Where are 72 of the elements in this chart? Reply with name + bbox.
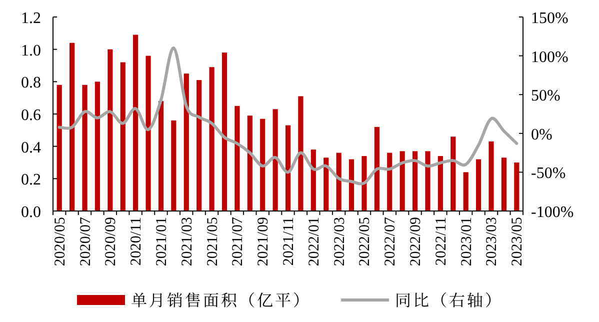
bar [260,118,266,211]
bar [285,125,291,211]
x-tick-label: 2022/09 [408,217,424,266]
x-tick-label: 2020/07 [78,216,94,266]
bar [348,159,354,211]
x-tick-label: 2022/11 [433,217,450,266]
x-tick-label: 2022/01 [306,217,322,266]
legend-label: 同比（右轴） [395,288,504,311]
x-tick-label: 2023/05 [510,217,526,266]
bar [501,158,506,211]
bar [438,156,443,211]
bar [94,82,100,211]
bar [108,49,113,211]
bar [247,116,252,211]
bar [412,151,418,211]
bar [56,84,62,211]
bar [514,162,520,211]
bar [488,141,494,211]
y-tick-label: 1.2 [21,10,41,27]
bar [184,74,189,211]
line-series [58,46,518,185]
bar [336,152,342,211]
bar [400,151,405,211]
bar [158,101,164,211]
x-tick-label: 2022/05 [357,217,374,266]
bar [133,34,138,211]
y-tick-label: 0.0 [21,204,41,221]
y2-tick-label: -100% [531,204,574,221]
bar [146,56,151,211]
bar [298,96,304,211]
bar [374,126,380,211]
x-tick-label: 2023/01 [458,217,475,266]
bar [362,156,367,211]
x-tick-label: 2021/03 [179,217,196,266]
x-tick-label: 2021/09 [256,217,272,266]
bar [387,152,392,211]
x-tick-label: 2021/11 [281,217,297,266]
bar [450,136,456,211]
bar [310,150,316,211]
y2-tick-label: -50% [531,165,566,182]
y-tick-label: 0.8 [21,74,41,92]
x-tick-label: 2022/03 [332,217,348,266]
bar [82,84,88,211]
y-tick-label: 0.4 [21,139,41,156]
bar [120,62,126,211]
y2-tick-label: 50% [531,88,560,105]
y-tick-label: 0.2 [21,172,41,189]
bar [70,42,75,211]
bar [209,67,214,211]
x-tick-label: 2023/03 [484,217,500,266]
bar [476,159,482,211]
x-tick-label: 2020/09 [103,217,120,266]
x-tick-label: 2020/05 [52,217,68,266]
x-tick-label: 2022/07 [382,216,399,266]
bar [234,106,240,211]
bar [324,158,329,211]
y2-tick-label: 0% [531,126,552,144]
bar [222,52,228,211]
x-tick-label: 2020/11 [128,217,145,266]
y2-tick-label: 150% [531,10,568,27]
legend-label: 单月销售面积（亿平） [131,288,312,311]
x-tick-label: 2021/01 [154,217,170,266]
bar [425,151,430,211]
bar [196,80,202,211]
y-tick-label: 0.6 [21,107,41,124]
bar [171,120,176,211]
bar [463,172,468,211]
x-tick-label: 2021/07 [230,216,246,266]
y2-tick-label: 100% [531,48,568,66]
bar [272,109,278,211]
y-tick-label: 1.0 [21,42,41,60]
x-tick-label: 2021/05 [204,217,221,266]
